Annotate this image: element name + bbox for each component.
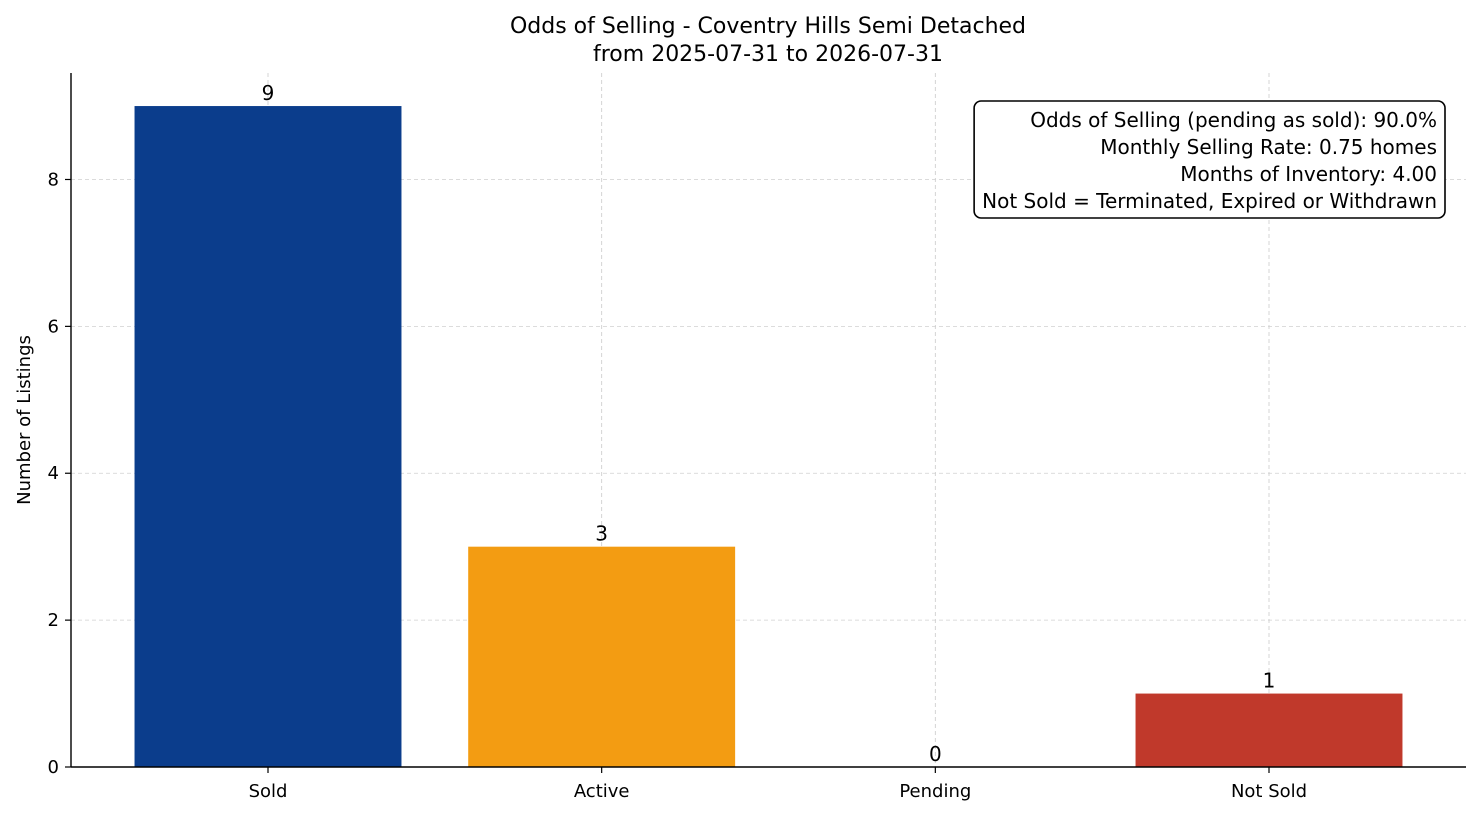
- x-tick-label: Sold: [249, 781, 288, 802]
- bar-value-labels: 9 3 0 1: [262, 81, 1276, 766]
- axes: 0 2 4 6 8 Sold Active Pending Not Sold: [48, 73, 1466, 802]
- x-tick-label: Active: [574, 781, 630, 802]
- info-box-line: Odds of Selling (pending as sold): 90.0%: [1030, 108, 1437, 132]
- bar-value-label: 9: [262, 81, 275, 105]
- info-box-line: Months of Inventory: 4.00: [1180, 162, 1437, 186]
- bar-active: [468, 546, 736, 767]
- x-tick-label: Not Sold: [1231, 781, 1307, 802]
- info-box-line: Monthly Selling Rate: 0.75 homes: [1100, 135, 1437, 159]
- info-box-frame: [973, 100, 1446, 219]
- x-tick-label: Pending: [899, 781, 971, 802]
- bars: [134, 106, 1403, 768]
- bar-value-label: 0: [929, 742, 942, 766]
- chart-subtitle: from 2025-07-31 to 2026-07-31: [593, 42, 943, 67]
- y-tick-label: 2: [48, 610, 59, 631]
- info-box: Odds of Selling (pending as sold): 90.0%…: [973, 100, 1446, 219]
- y-axis-label: Number of Listings: [14, 335, 35, 505]
- y-tick-label: 0: [48, 757, 59, 778]
- bar-sold: [134, 106, 402, 768]
- y-tick-label: 4: [48, 463, 59, 484]
- bar-value-label: 3: [595, 522, 608, 546]
- bar-value-label: 1: [1263, 669, 1276, 693]
- info-box-line: Not Sold = Terminated, Expired or Withdr…: [982, 189, 1437, 213]
- y-tick-label: 6: [48, 316, 59, 337]
- chart-title: Odds of Selling - Coventry Hills Semi De…: [510, 14, 1026, 39]
- y-tick-label: 8: [48, 169, 59, 190]
- bar-not-sold: [1135, 693, 1403, 767]
